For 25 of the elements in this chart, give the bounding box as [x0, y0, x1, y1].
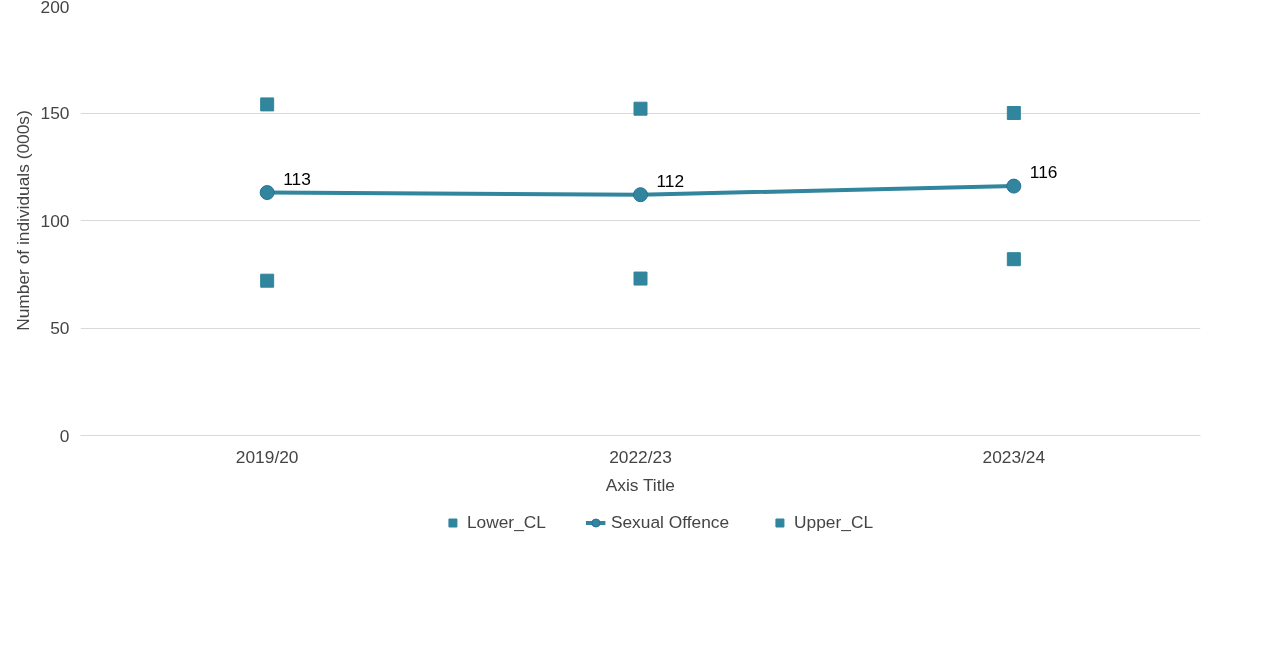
point [260, 97, 275, 112]
point [1006, 106, 1021, 120]
point [633, 187, 648, 203]
x-tick-label: 2022/23 [609, 446, 672, 467]
point [633, 101, 648, 116]
y-tick-label: 100 [40, 210, 70, 231]
point [260, 273, 275, 288]
y-tick-label: 0 [59, 425, 70, 446]
point [633, 271, 648, 286]
x-axis-title: Axis Title [605, 474, 676, 495]
legend-label: Upper_CL [794, 511, 874, 533]
point [259, 185, 275, 201]
y-axis-title: Number of individuals (000s) [12, 110, 33, 331]
point [1006, 178, 1022, 194]
x-tick-label: 2023/24 [982, 446, 1046, 467]
data-label: 113 [283, 168, 311, 189]
y-tick-label: 50 [50, 318, 70, 338]
x-tick-label: 2019/20 [235, 446, 299, 467]
data-label: 112 [656, 170, 685, 191]
y-tick-label: 200 [40, 0, 70, 17]
y-tick-label: 150 [40, 103, 70, 123]
legend-label: Lower_CL [466, 511, 546, 533]
point [1006, 252, 1021, 267]
data-label: 116 [1029, 162, 1058, 183]
legend-label: Sexual Offence [610, 511, 730, 533]
